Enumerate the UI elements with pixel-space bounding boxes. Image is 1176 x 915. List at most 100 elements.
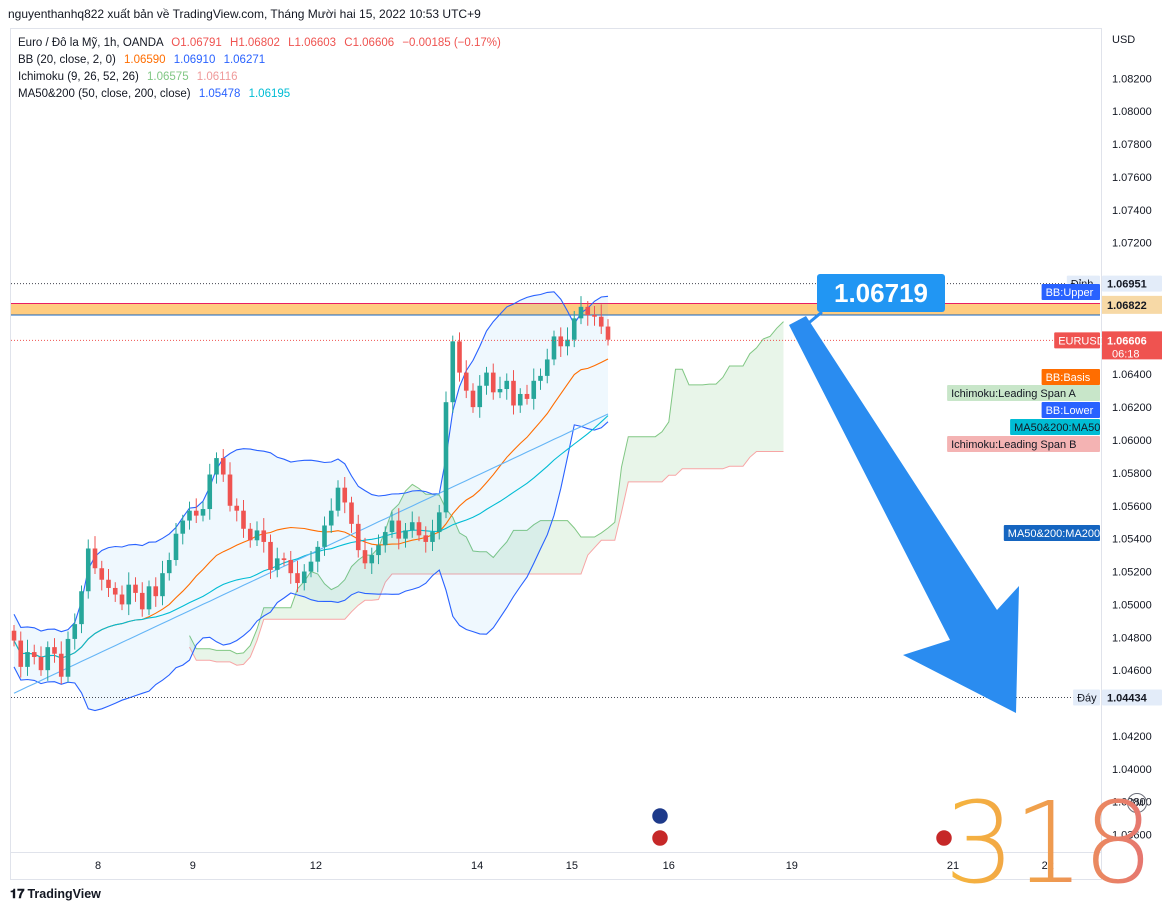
ma-label: MA50&200 (50, close, 200, close): [18, 88, 191, 100]
candle: [605, 319, 611, 346]
candle: [261, 518, 267, 553]
high-level-value: 1.06951: [1107, 279, 1147, 291]
bb-upper-tag: BB:Upper: [1046, 287, 1094, 299]
candle-body: [470, 390, 476, 408]
candle-countdown: 06:18: [1112, 348, 1140, 360]
candle: [227, 462, 233, 512]
event-flag-icon[interactable]: [934, 828, 954, 848]
high-level-value-bg: [1102, 275, 1162, 292]
tradingview-brand[interactable]: 𝟏𝟕 TradingView: [10, 886, 101, 902]
candle-body: [268, 541, 273, 570]
legend-symbol-row[interactable]: Euro / Đô la Mỹ, 1h, OANDA O1.06791 H1.0…: [18, 35, 501, 52]
candle-body: [308, 561, 314, 572]
candle-body: [369, 555, 375, 564]
currency-label[interactable]: USD: [1112, 34, 1136, 46]
candle-body: [187, 510, 192, 521]
candle-body: [220, 458, 226, 475]
low-level-value: 1.04434: [1107, 692, 1148, 704]
event-flag-icon[interactable]: [650, 828, 670, 848]
price-tick-label: 1.07400: [1112, 205, 1152, 217]
candle-body: [31, 652, 37, 658]
price-tick-label: 1.07200: [1112, 238, 1152, 250]
ohlc-low: L1.06603: [288, 37, 337, 49]
candle: [11, 624, 17, 647]
candle: [126, 572, 132, 616]
tradingview-logo-icon: 𝟏𝟕: [10, 886, 25, 901]
candle: [139, 582, 145, 617]
candle: [592, 306, 597, 326]
candle: [598, 304, 604, 334]
candle-body: [484, 372, 489, 386]
price-tick-label: 1.05200: [1112, 567, 1152, 579]
last-price-value: 1.06606: [1107, 335, 1147, 347]
candle-body: [497, 389, 503, 393]
candle: [585, 301, 591, 326]
bb-basis-tag: BB:Basis: [1046, 372, 1091, 384]
candle-body: [578, 306, 584, 319]
legend-bb-row[interactable]: BB (20, close, 2, 0) 1.06590 1.06910 1.0…: [18, 52, 501, 69]
ohlc-close: C1.06606: [344, 37, 395, 49]
candle-body: [92, 548, 98, 569]
candle: [31, 644, 37, 665]
candle-body: [180, 520, 186, 534]
candle: [578, 296, 584, 325]
candle: [18, 631, 24, 678]
ohlc-high: H1.06802: [230, 37, 280, 49]
candle-body: [376, 545, 381, 556]
ma200-tag: MA50&200:MA200: [1008, 528, 1100, 540]
bb-label: BB (20, close, 2, 0): [18, 54, 116, 66]
candle: [463, 360, 469, 399]
candle: [511, 370, 516, 415]
forecast-arrow: [789, 316, 1019, 713]
candle: [58, 641, 64, 685]
candle: [416, 516, 422, 542]
candle-body: [409, 522, 415, 531]
time-tick-label: 8: [95, 860, 101, 872]
ma200-tag-bg: [1003, 525, 1100, 541]
candle-body: [106, 579, 111, 588]
ma50-tag-bg: [1010, 419, 1100, 435]
ma50-value: 1.05478: [198, 88, 241, 100]
event-flag-icon[interactable]: [650, 806, 670, 826]
candle: [146, 580, 152, 616]
bb-lower-tag-bg: [1041, 402, 1100, 418]
price-tick-label: 1.06200: [1112, 402, 1152, 414]
candle-body: [517, 393, 523, 406]
legend-ma-row[interactable]: MA50&200 (50, close, 200, close) 1.05478…: [18, 86, 501, 103]
bb-basis-tag-bg: [1041, 369, 1100, 385]
candle-body: [166, 560, 172, 574]
candle: [92, 536, 98, 574]
timezone-clock-icon[interactable]: TM: [1127, 793, 1147, 813]
legend-ichimoku-row[interactable]: Ichimoku (9, 26, 52, 26) 1.06575 1.06116: [18, 69, 501, 86]
candle-body: [18, 640, 24, 667]
candles-layer: [11, 296, 611, 685]
price-tick-label: 1.06000: [1112, 435, 1152, 447]
candle-body: [524, 393, 530, 399]
candle: [133, 577, 138, 602]
candle-body: [416, 522, 422, 536]
price-axis: 1.08200 1.08000 1.07800 1.07600 1.07400 1.072…: [947, 73, 1162, 842]
ichimoku-span-b-value: 1.06116: [196, 71, 238, 83]
candle: [254, 521, 260, 547]
candle: [173, 523, 179, 566]
candle-body: [328, 510, 334, 526]
candle: [484, 366, 489, 395]
candle: [436, 504, 442, 540]
candle-body: [281, 558, 287, 561]
candle: [52, 638, 57, 663]
candle: [45, 641, 51, 681]
price-tick-label: 1.05800: [1112, 468, 1152, 480]
price-tick-label: 1.07600: [1112, 172, 1152, 184]
candle: [477, 375, 483, 418]
candle: [214, 452, 219, 484]
candle: [193, 498, 199, 524]
candle: [274, 547, 280, 578]
candle-body: [99, 568, 105, 580]
candle-body: [153, 586, 159, 597]
candle: [551, 330, 557, 366]
candle: [153, 577, 159, 607]
time-tick-label: 12: [310, 860, 322, 872]
candle-body: [254, 530, 260, 541]
candle-body: [598, 316, 604, 327]
